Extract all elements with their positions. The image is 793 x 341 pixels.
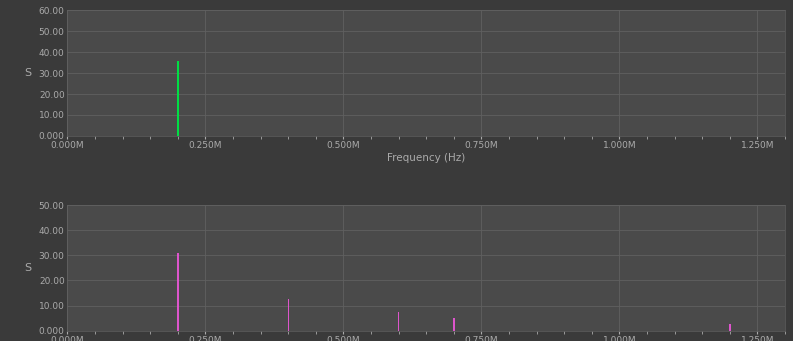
Bar	[288, 299, 289, 331]
Bar	[177, 253, 178, 331]
Y-axis label: S: S	[24, 68, 31, 78]
Y-axis label: S: S	[24, 263, 31, 273]
X-axis label: Frequency (Hz): Frequency (Hz)	[387, 153, 465, 163]
Bar	[177, 60, 178, 136]
Bar	[398, 312, 400, 331]
Bar	[453, 318, 454, 331]
